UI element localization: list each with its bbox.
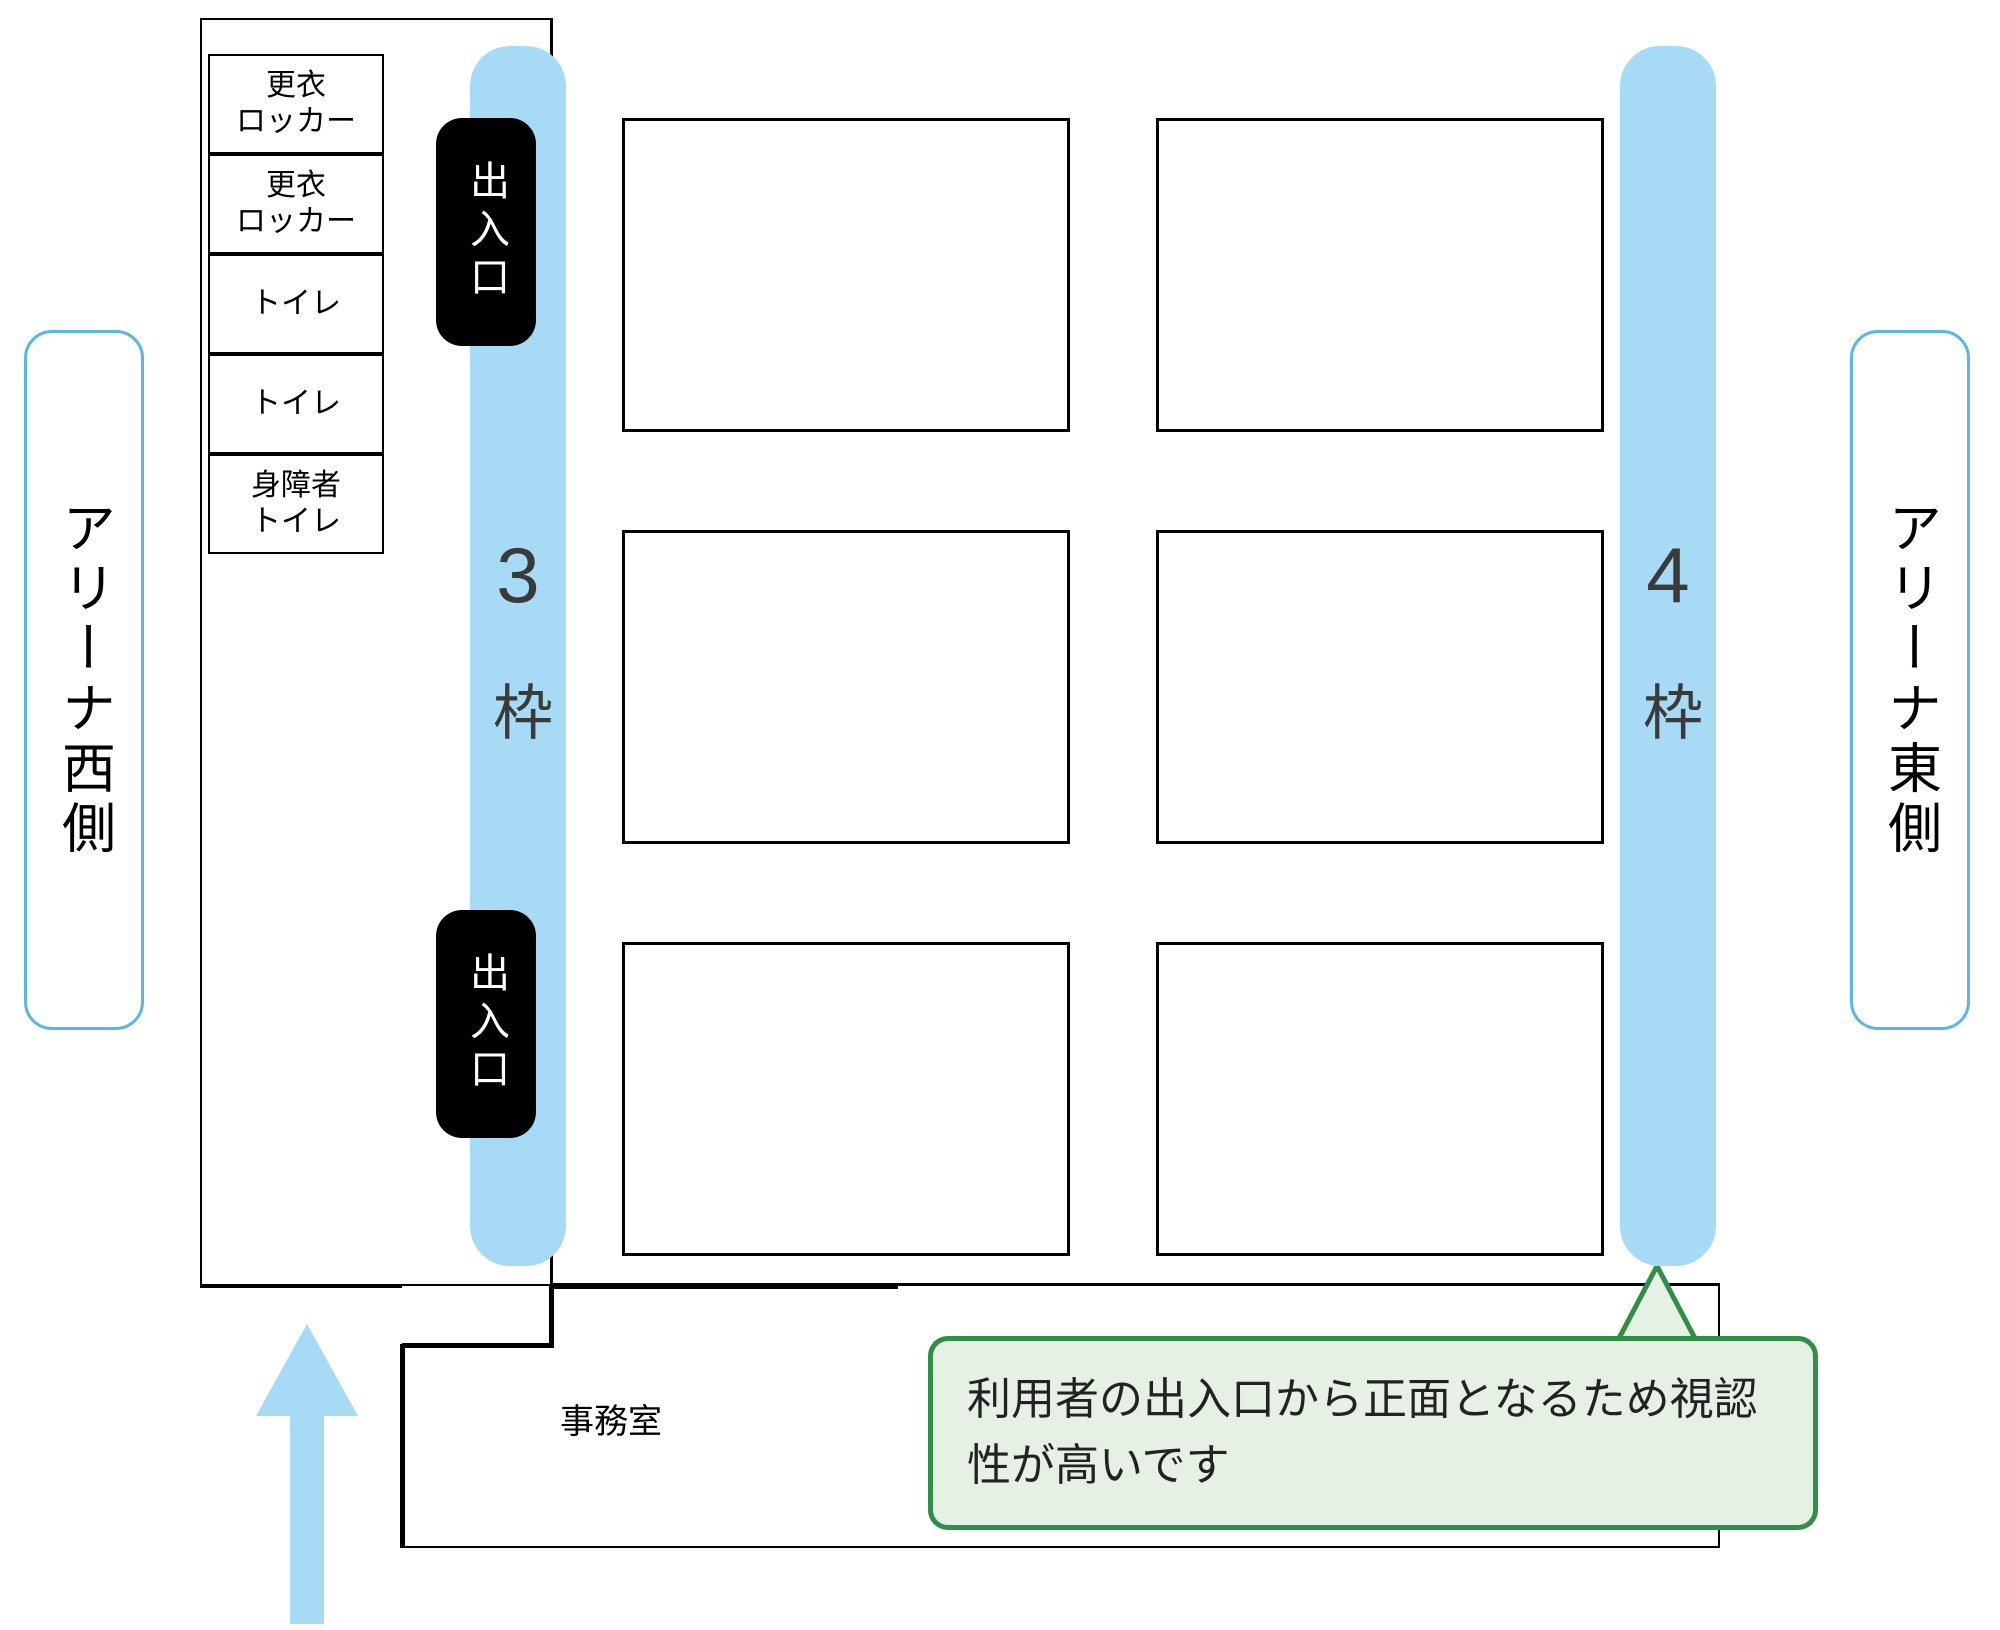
frame-3-number: 3 (470, 530, 566, 621)
side-label-east-text: アリーナ東側 (1871, 500, 1950, 860)
gate-upper: 出入口 (436, 118, 536, 346)
frame-strip-4 (1620, 46, 1716, 1266)
office-label: 事務室 (560, 1394, 662, 1443)
room-accessible-toilet: 身障者 トイレ (208, 454, 384, 554)
court-4 (1156, 530, 1604, 844)
court-1 (622, 118, 1070, 432)
note-pointer (1612, 1266, 1702, 1346)
frame-3-suffix: 枠 (470, 660, 566, 780)
court-3 (622, 530, 1070, 844)
court-2 (1156, 118, 1604, 432)
gate-lower-label: 出入口 (457, 952, 515, 1096)
side-label-east: アリーナ東側 (1850, 330, 1970, 1030)
side-label-west: アリーナ西側 (24, 330, 144, 1030)
gate-lower: 出入口 (436, 910, 536, 1138)
court-5 (622, 942, 1070, 1256)
room-toilet-2: トイレ (208, 354, 384, 454)
room-toilet-1: トイレ (208, 254, 384, 354)
room-locker-1: 更衣 ロッカー (208, 54, 384, 154)
court-6 (1156, 942, 1604, 1256)
frame-4-suffix: 枠 (1620, 660, 1716, 780)
room-locker-2: 更衣 ロッカー (208, 154, 384, 254)
gate-upper-label: 出入口 (457, 160, 515, 304)
frame-4-number: 4 (1620, 530, 1716, 621)
side-label-west-text: アリーナ西側 (45, 500, 124, 860)
note-callout: 利用者の出入口から正面となるため視認性が高いです (928, 1336, 1818, 1530)
floorplan-diagram: 事務室 更衣 ロッカー 更衣 ロッカー トイレ トイレ 身障者 トイレ 3 枠 … (0, 0, 2000, 1630)
entry-arrow-icon (252, 1324, 362, 1624)
office-step (402, 1286, 552, 1346)
